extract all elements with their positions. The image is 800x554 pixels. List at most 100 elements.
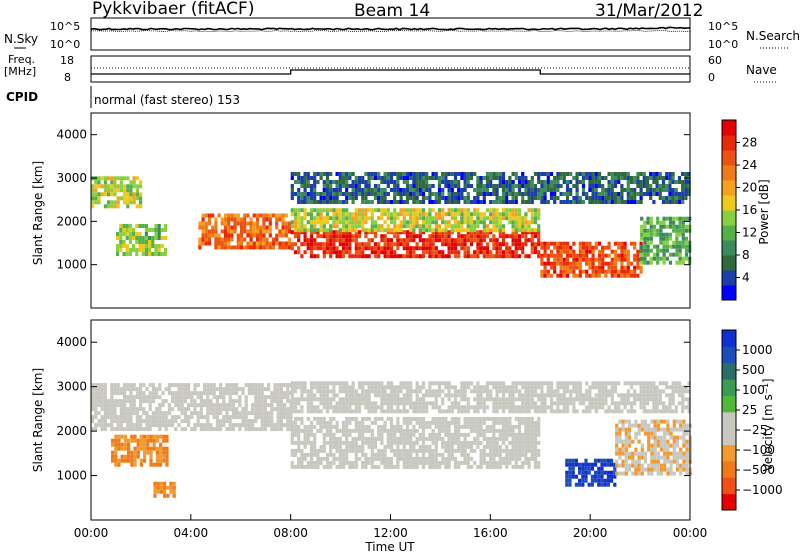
power-cell [559,192,563,196]
velocity-cell [633,401,637,406]
velocity-cell [521,448,525,453]
velocity-cell [325,456,330,461]
power-cell [677,176,682,180]
velocity-cell [656,471,660,476]
velocity-cell [489,381,493,386]
velocity-cell [659,467,664,472]
velocity-cell [631,459,635,464]
power-cell [514,228,518,233]
velocity-cell [533,432,538,437]
velocity-cell [164,387,168,392]
power-cell [581,176,586,180]
power-cell [122,232,126,236]
velocity-cell [418,460,422,465]
velocity-cell [485,464,490,469]
power-cell [466,180,470,184]
power-cell [450,188,454,192]
velocity-cell [114,450,118,455]
power-cell [623,241,627,246]
power-cell [348,176,352,180]
velocity-cell [421,416,426,421]
velocity-cell [100,415,104,420]
power-cell [313,196,317,200]
power-cell [594,188,598,192]
velocity-cell [290,440,294,445]
power-cell [473,250,477,255]
power-cell [123,188,127,193]
power-cell [151,240,155,244]
power-cell [126,200,130,205]
power-cell [668,216,673,221]
power-cell [373,196,378,200]
power-cell [498,200,502,204]
power-cell [540,269,544,274]
power-cell [591,273,595,278]
velocity-cell [431,381,435,386]
velocity-cell [247,411,251,416]
velocity-cell [530,397,534,402]
velocity-cell [476,401,480,406]
power-cell [405,250,410,255]
power-cell [476,224,480,229]
velocity-cell [180,427,184,432]
power-cell [354,228,358,233]
velocity-cell [155,450,159,455]
power-cell [91,200,95,205]
velocity-cell [116,415,120,420]
velocity-cell [244,399,248,404]
velocity-cell [163,485,167,490]
velocity-cell [521,444,525,449]
velocity-cell [590,474,594,479]
velocity-cell [650,459,654,464]
power-cell [316,172,320,176]
power-cell [249,217,253,222]
power-cell [453,172,458,176]
velocity-cell [286,383,290,388]
power-cell [377,250,381,255]
velocity-cell [322,405,326,410]
power-cell [607,253,611,258]
power-cell [684,256,689,261]
power-cell [620,184,624,188]
velocity-cell [428,452,432,457]
power-cell [351,220,355,225]
velocity-cell [348,389,352,394]
velocity-cell [594,381,598,386]
velocity-cell [613,401,618,406]
power-cell [425,176,429,180]
power-cell [591,269,595,274]
velocity-cell [604,389,608,394]
velocity-cell [183,407,187,412]
power-cell [110,176,114,181]
power-cell [447,250,451,255]
power-cell [415,208,419,213]
velocity-cell [647,439,651,444]
power-cell [126,176,130,181]
velocity-cell [313,424,317,429]
power-colorbar-swatch [722,165,736,181]
power-cell [207,229,212,234]
velocity-cell [129,419,133,424]
power-cell [428,184,432,188]
velocity-cell [215,395,219,400]
velocity-cell [123,454,127,459]
power-cell [527,188,531,192]
power-cell [524,254,528,259]
power-cell [620,176,624,180]
velocity-cell [668,393,672,398]
velocity-cell [629,393,634,398]
power-cell [492,228,496,233]
power-cell [597,176,602,180]
power-cell [569,188,573,192]
velocity-cell [575,385,579,390]
power-cell [556,273,560,278]
power-cell [220,241,224,246]
velocity-cell [370,448,374,453]
velocity-cell [151,391,155,396]
velocity-cell [434,452,438,457]
power-cell [309,192,314,196]
velocity-cell [367,440,371,445]
velocity-cell [543,405,547,410]
power-cell [113,176,117,181]
